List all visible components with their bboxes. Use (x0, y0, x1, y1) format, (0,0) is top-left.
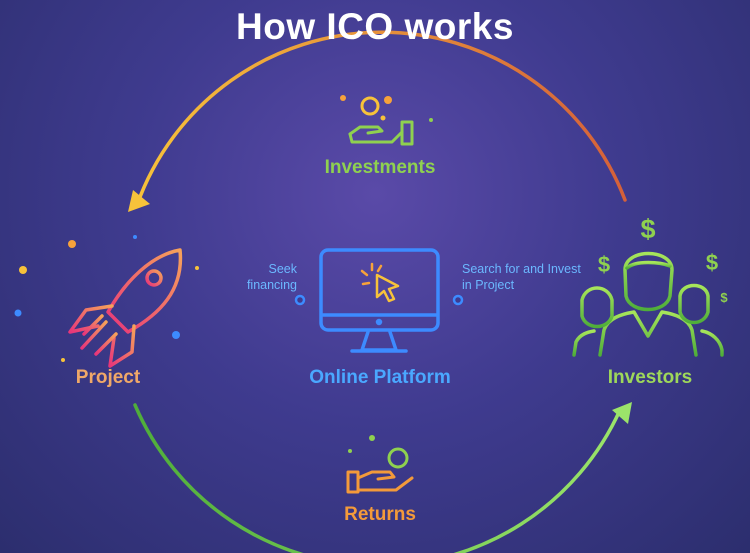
sparkle-dot (172, 331, 180, 339)
seek-connector-dot (294, 294, 306, 306)
investments-arc (135, 30, 627, 207)
sparkle-dot (61, 358, 65, 362)
sparkle-dot (14, 309, 22, 317)
dollar-sign-small: $ (720, 290, 728, 305)
dollar-sign-left: $ (598, 252, 610, 277)
investments-label: Investments (324, 157, 436, 178)
returns-label: Returns (344, 504, 416, 525)
returns-arrowhead (612, 402, 632, 424)
project-label: Project (75, 367, 141, 388)
dollar-sign-top: $ (640, 214, 655, 244)
investments-arrowhead (128, 190, 150, 212)
invest-connector-dot (452, 294, 464, 306)
sparkle-dot (19, 266, 27, 274)
returns-arc (133, 403, 622, 553)
platform-label: Online Platform (309, 367, 451, 388)
hand-coins-icon (340, 95, 433, 146)
sparkle-dot (133, 235, 137, 239)
dollar-sign-right: $ (706, 250, 718, 275)
search-invest-label: Search for and Invest in Project (462, 262, 581, 292)
sparkle-dot (68, 240, 76, 248)
rocket-icon (68, 248, 183, 368)
seek-financing-label: Seek financing (246, 262, 297, 292)
page-title: How ICO works (236, 6, 514, 47)
investors-label: Investors (607, 367, 693, 388)
sparkle-dot (195, 266, 199, 270)
cursor-icon (360, 262, 400, 303)
monitor-cursor-icon (319, 248, 440, 353)
hand-coin-icon (346, 435, 414, 494)
people-dollar-icon (572, 251, 724, 357)
